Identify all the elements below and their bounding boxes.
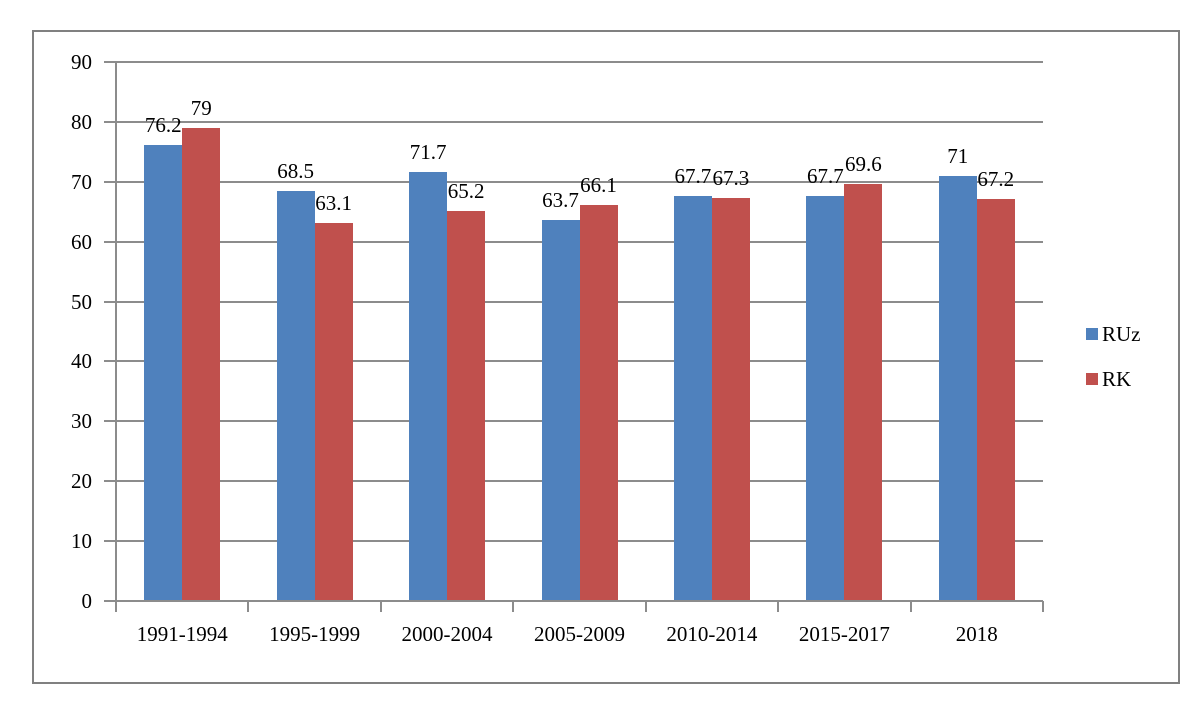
y-axis-tick xyxy=(104,61,116,63)
data-label-ruz: 67.7 xyxy=(674,163,712,188)
y-axis-line xyxy=(115,62,117,601)
bar-ruz xyxy=(276,190,315,601)
y-axis-tick-label: 50 xyxy=(71,289,92,314)
bar-ruz xyxy=(806,195,845,601)
y-axis-tick-label: 30 xyxy=(71,409,92,434)
x-axis-category-label: 2010-2014 xyxy=(666,622,758,646)
y-axis-tick-label: 70 xyxy=(71,169,92,194)
bar-rk xyxy=(976,198,1015,601)
legend-item-ruz: RUz xyxy=(1086,322,1141,346)
x-axis-category-label: 1991-1994 xyxy=(136,622,228,646)
data-label-ruz: 67.7 xyxy=(806,163,844,188)
bar-rk xyxy=(579,205,618,601)
x-axis-tick xyxy=(379,601,382,612)
y-axis-tick-label: 10 xyxy=(71,529,92,554)
data-label-rk: 63.1 xyxy=(315,191,353,216)
bar-ruz xyxy=(409,171,448,601)
bar-rk xyxy=(314,223,353,601)
x-axis-tick xyxy=(644,601,647,612)
x-axis-category-label: 2018 xyxy=(955,622,998,646)
data-label-rk: 65.2 xyxy=(447,178,485,203)
data-label-rk: 67.3 xyxy=(712,165,750,190)
legend-swatch-ruz xyxy=(1086,328,1098,340)
y-axis-tick-label: 90 xyxy=(71,50,92,74)
legend-swatch-rk xyxy=(1086,373,1098,385)
x-axis-tick xyxy=(115,601,117,612)
data-label-rk: 67.2 xyxy=(977,166,1015,191)
y-axis-tick-label: 40 xyxy=(71,349,92,374)
data-label-rk: 66.1 xyxy=(580,173,617,198)
x-axis-tick xyxy=(512,601,515,612)
y-axis-tick xyxy=(104,480,116,483)
y-axis-tick xyxy=(104,240,116,243)
y-axis-tick-label: 0 xyxy=(81,589,93,613)
y-axis-tick-label: 20 xyxy=(71,469,92,494)
data-label-ruz: 76.2 xyxy=(144,112,182,137)
x-axis-tick xyxy=(247,601,250,612)
legend: RUz RK xyxy=(1086,322,1141,412)
y-axis-tick-label: 80 xyxy=(71,109,92,134)
legend-label-rk: RK xyxy=(1102,367,1132,391)
gridline xyxy=(116,61,1043,63)
gridline xyxy=(116,180,1043,183)
y-axis-tick xyxy=(104,360,116,363)
data-label-rk: 69.6 xyxy=(844,152,882,177)
y-axis-tick xyxy=(104,300,116,303)
y-axis-tick xyxy=(104,180,116,183)
x-axis-category-label: 2000-2004 xyxy=(401,622,493,646)
data-label-ruz: 71.7 xyxy=(409,139,447,164)
x-axis-tick xyxy=(909,601,912,612)
bar-ruz xyxy=(541,219,580,601)
y-axis-tick xyxy=(104,120,116,123)
bar-rk xyxy=(711,197,750,601)
x-axis-line xyxy=(115,600,1043,602)
data-label-rk: 79 xyxy=(190,95,212,120)
data-label-ruz: 68.5 xyxy=(277,158,315,183)
data-label-ruz: 71 xyxy=(947,143,969,168)
data-label-ruz: 63.7 xyxy=(542,187,579,212)
x-axis-category-label: 2015-2017 xyxy=(798,622,890,646)
gridline xyxy=(116,120,1043,123)
y-axis-tick xyxy=(104,420,116,423)
bar-rk xyxy=(844,184,883,601)
y-axis-tick xyxy=(104,540,116,543)
bar-ruz xyxy=(144,144,183,601)
legend-label-ruz: RUz xyxy=(1102,322,1141,346)
legend-item-rk: RK xyxy=(1086,367,1141,391)
bar-ruz xyxy=(673,195,712,601)
bar-ruz xyxy=(938,175,977,601)
x-axis-category-label: 2005-2009 xyxy=(533,622,625,646)
bar-rk xyxy=(182,127,221,601)
x-axis-category-label: 1995-1999 xyxy=(269,622,361,646)
bar-rk xyxy=(447,210,486,601)
y-axis-tick-label: 60 xyxy=(71,229,92,254)
x-axis-tick xyxy=(1042,601,1044,612)
x-axis-tick xyxy=(777,601,780,612)
y-axis-tick xyxy=(104,600,116,602)
